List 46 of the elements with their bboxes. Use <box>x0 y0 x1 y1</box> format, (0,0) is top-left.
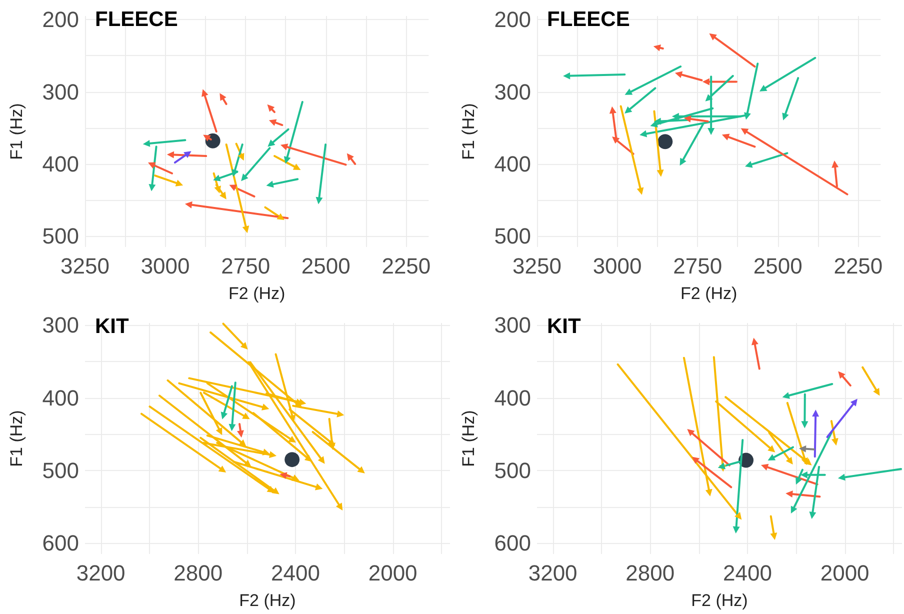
x-tick-label: 3250 <box>60 254 110 278</box>
chart-title: FLEECE <box>547 8 630 31</box>
x-tick-label: 2500 <box>301 254 350 278</box>
x-tick-label: 2750 <box>673 254 722 278</box>
x-axis-title: F2 (Hz) <box>680 284 738 303</box>
x-tick-label: 2000 <box>820 560 870 586</box>
x-tick-label: 2500 <box>753 254 802 278</box>
x-tick-label: 2400 <box>271 560 320 586</box>
chart-title: KIT <box>547 315 581 338</box>
y-axis-title: F1 (Hz) <box>459 103 478 160</box>
x-tick-label: 2000 <box>368 560 418 586</box>
y-tick-label: 400 <box>494 385 531 410</box>
y-tick-label: 200 <box>494 7 531 32</box>
x-tick-label: 3200 <box>528 560 578 586</box>
chart-title: FLEECE <box>95 8 178 31</box>
y-tick-label: 500 <box>42 458 79 483</box>
x-tick-label: 3000 <box>140 254 190 278</box>
y-tick-label: 600 <box>42 530 79 556</box>
y-tick-label: 400 <box>42 151 79 176</box>
x-tick-label: 2800 <box>626 560 675 586</box>
x-tick-label: 2400 <box>723 560 772 586</box>
y-tick-label: 300 <box>42 79 79 104</box>
x-axis-title: F2 (Hz) <box>691 591 748 610</box>
x-tick-label: 2800 <box>174 560 223 586</box>
y-tick-label: 600 <box>494 530 531 556</box>
x-tick-label: 3000 <box>592 254 642 278</box>
y-tick-label: 400 <box>42 385 79 410</box>
y-tick-label: 300 <box>494 312 531 338</box>
y-tick-label: 500 <box>42 224 79 249</box>
x-tick-label: 2250 <box>382 254 431 278</box>
y-tick-label: 500 <box>494 224 531 249</box>
y-axis-title: F1 (Hz) <box>7 410 26 467</box>
x-tick-label: 3250 <box>512 254 562 278</box>
chart-title: KIT <box>95 315 129 338</box>
y-tick-label: 300 <box>494 79 531 104</box>
x-tick-label: 2250 <box>834 254 883 278</box>
y-tick-label: 500 <box>494 458 531 483</box>
x-tick-label: 3200 <box>76 560 126 586</box>
y-tick-label: 400 <box>494 151 531 176</box>
y-axis-title: F1 (Hz) <box>7 103 26 160</box>
y-tick-label: 200 <box>42 7 79 32</box>
x-tick-label: 2750 <box>221 254 270 278</box>
x-axis-title: F2 (Hz) <box>228 284 286 303</box>
x-axis-title: F2 (Hz) <box>239 591 296 610</box>
y-axis-title: F1 (Hz) <box>459 410 478 467</box>
y-tick-label: 300 <box>42 312 79 338</box>
